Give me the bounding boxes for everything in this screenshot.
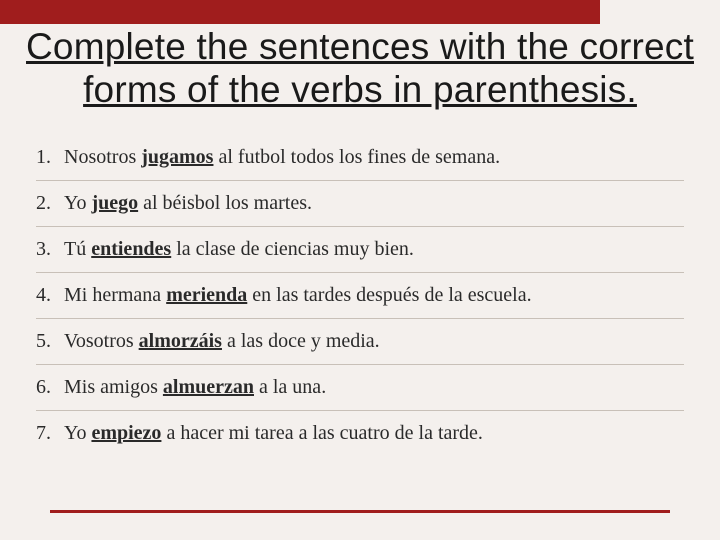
sentence-post: la clase de ciencias muy bien.	[171, 238, 414, 260]
item-number: 1.	[36, 146, 64, 169]
list-item: 5. Vosotros almorzáis a las doce y media…	[36, 319, 684, 365]
item-sentence: Vosotros almorzáis a las doce y media.	[64, 330, 380, 353]
list-item: 2. Yo juego al béisbol los martes.	[36, 181, 684, 227]
item-number: 6.	[36, 376, 64, 399]
sentence-pre: Mi hermana	[64, 284, 166, 306]
item-number: 7.	[36, 422, 64, 445]
exercise-list: 1. Nosotros jugamos al futbol todos los …	[0, 117, 720, 456]
sentence-post: al béisbol los martes.	[138, 192, 312, 214]
verb-answer: merienda	[166, 284, 247, 306]
item-sentence: Nosotros jugamos al futbol todos los fin…	[64, 146, 500, 169]
item-number: 4.	[36, 284, 64, 307]
verb-answer: almuerzan	[163, 376, 254, 398]
verb-answer: jugamos	[141, 146, 213, 168]
item-sentence: Yo empiezo a hacer mi tarea a las cuatro…	[64, 422, 483, 445]
verb-answer: almorzáis	[139, 330, 222, 352]
verb-answer: juego	[91, 192, 138, 214]
sentence-post: a la una.	[254, 376, 326, 398]
verb-answer: entiendes	[91, 238, 171, 260]
sentence-pre: Vosotros	[64, 330, 139, 352]
item-sentence: Mi hermana merienda en las tardes despué…	[64, 284, 532, 307]
sentence-pre: Tú	[64, 238, 91, 260]
item-number: 2.	[36, 192, 64, 215]
sentence-post: a hacer mi tarea a las cuatro de la tard…	[161, 422, 482, 444]
verb-answer: empiezo	[91, 422, 161, 444]
title-line-1: Complete the sentences with the correct	[26, 26, 694, 67]
sentence-post: a las doce y media.	[222, 330, 380, 352]
sentence-pre: Nosotros	[64, 146, 141, 168]
item-sentence: Mis amigos almuerzan a la una.	[64, 376, 326, 399]
item-number: 5.	[36, 330, 64, 353]
sentence-post: en las tardes después de la escuela.	[247, 284, 531, 306]
list-item: 1. Nosotros jugamos al futbol todos los …	[36, 135, 684, 181]
list-item: 6. Mis amigos almuerzan a la una.	[36, 365, 684, 411]
sentence-pre: Yo	[64, 422, 91, 444]
item-sentence: Yo juego al béisbol los martes.	[64, 192, 312, 215]
list-item: 4. Mi hermana merienda en las tardes des…	[36, 273, 684, 319]
sentence-pre: Mis amigos	[64, 376, 163, 398]
sentence-pre: Yo	[64, 192, 91, 214]
accent-bar	[0, 0, 600, 24]
title-line-2: forms of the verbs in parenthesis.	[83, 69, 637, 110]
sentence-post: al futbol todos los fines de semana.	[213, 146, 500, 168]
list-item: 3. Tú entiendes la clase de ciencias muy…	[36, 227, 684, 273]
item-sentence: Tú entiendes la clase de ciencias muy bi…	[64, 238, 414, 261]
page-title: Complete the sentences with the correct …	[0, 24, 720, 117]
item-number: 3.	[36, 238, 64, 261]
list-item: 7. Yo empiezo a hacer mi tarea a las cua…	[36, 411, 684, 456]
bottom-accent-rule	[50, 510, 670, 513]
